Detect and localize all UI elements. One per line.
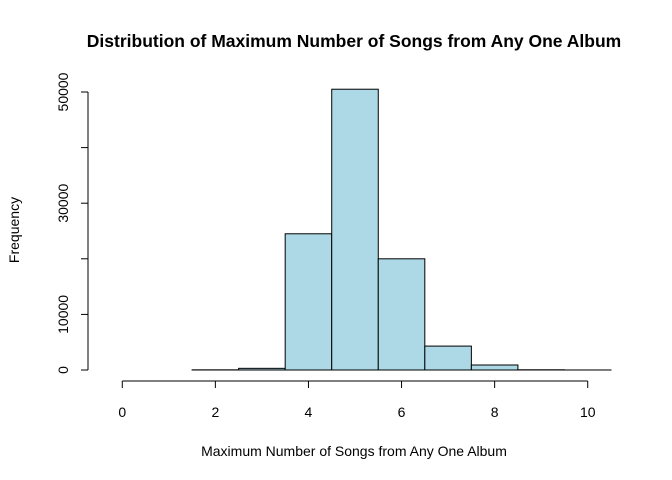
y-tick-label-10000: 10000 bbox=[55, 295, 71, 334]
histogram-bar-3 bbox=[238, 367, 286, 371]
x-tick-label-6: 6 bbox=[398, 404, 406, 420]
x-tick-label-8: 8 bbox=[491, 404, 499, 420]
bars-group bbox=[191, 88, 612, 371]
x-tick-label-0: 0 bbox=[118, 404, 126, 420]
histogram-bar-8 bbox=[470, 364, 519, 371]
x-tick-label-10: 10 bbox=[580, 404, 596, 420]
y-tick-label-0: 0 bbox=[55, 366, 71, 374]
x-axis-label: Maximum Number of Songs from Any One Alb… bbox=[201, 443, 507, 459]
histogram-bar-7 bbox=[424, 345, 472, 371]
x-tick-label-4: 4 bbox=[305, 404, 313, 420]
chart-title: Distribution of Maximum Number of Songs … bbox=[87, 31, 621, 51]
y-tick-label-50000: 50000 bbox=[55, 72, 71, 111]
x-tick-label-2: 2 bbox=[211, 404, 219, 420]
y-axis-label: Frequency bbox=[6, 197, 22, 263]
y-axis: 0 10000 30000 50000 bbox=[55, 72, 89, 374]
histogram-bar-6 bbox=[377, 258, 426, 371]
histogram-bar-5 bbox=[331, 88, 379, 371]
histogram-bar-4 bbox=[284, 233, 333, 371]
y-tick-label-30000: 30000 bbox=[55, 184, 71, 223]
x-axis: 0 2 4 6 8 10 bbox=[118, 380, 596, 420]
